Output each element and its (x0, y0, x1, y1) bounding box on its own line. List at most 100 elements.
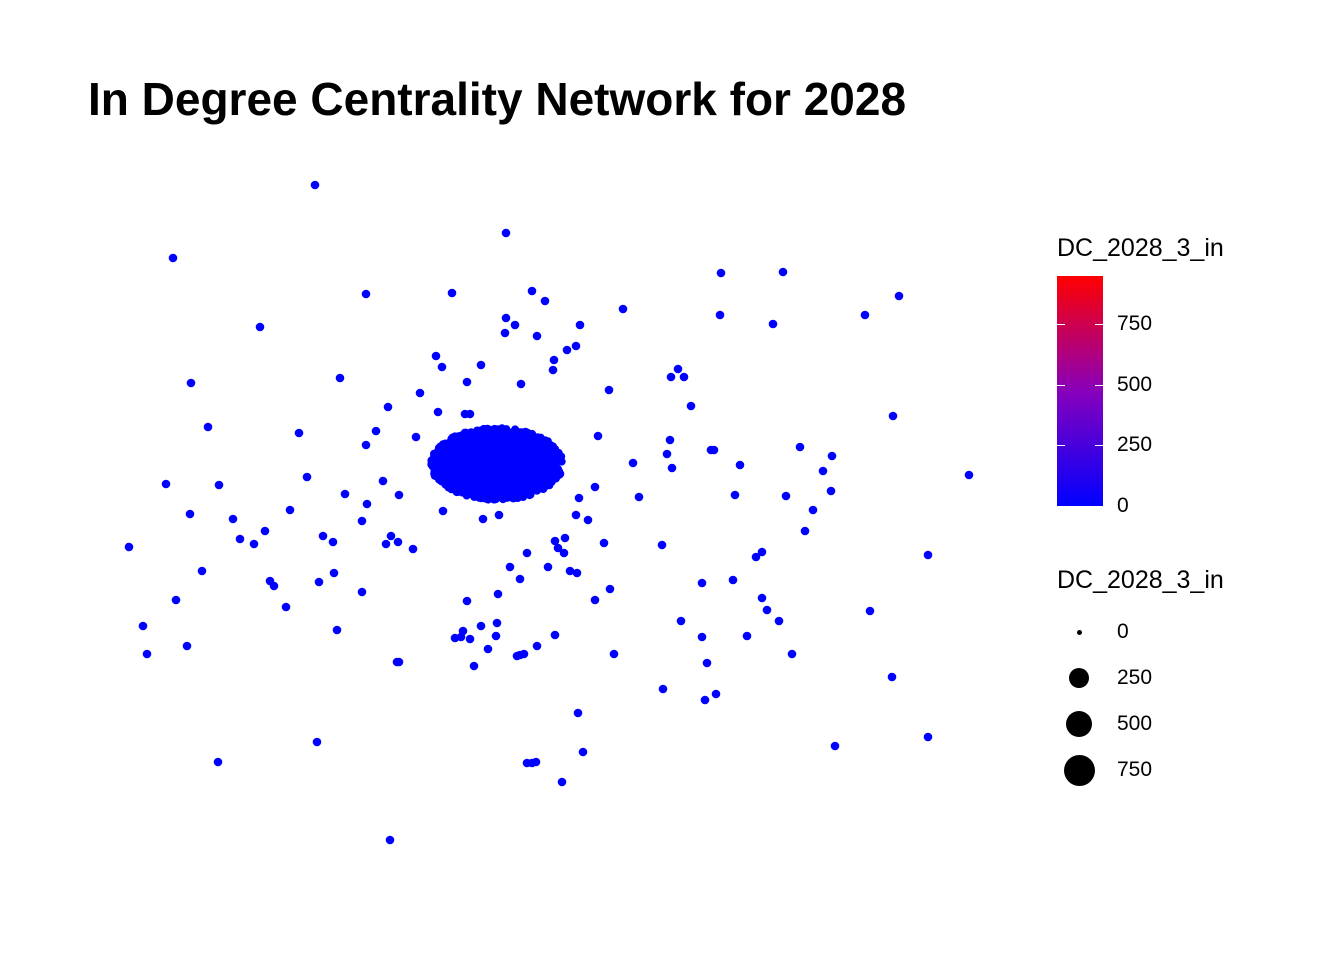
network-node (493, 589, 503, 599)
network-node (474, 491, 483, 500)
network-node (501, 228, 511, 238)
network-node (711, 689, 721, 699)
network-node (757, 593, 767, 603)
network-node (800, 526, 810, 536)
network-node (609, 649, 619, 659)
color-legend-tick (1095, 506, 1103, 507)
network-node (463, 452, 472, 461)
size-legend-dot (1063, 754, 1095, 786)
network-node (478, 459, 487, 468)
network-node (493, 425, 502, 434)
color-legend-label: 0 (1117, 494, 1129, 517)
network-node (329, 568, 339, 578)
network-node (408, 544, 418, 554)
network-node (894, 291, 904, 301)
network-node (378, 476, 388, 486)
network-node (686, 401, 696, 411)
network-node (667, 463, 677, 473)
network-node (439, 440, 447, 449)
network-node (730, 490, 740, 500)
network-node (302, 472, 312, 482)
network-node (381, 539, 391, 549)
network-node (499, 475, 508, 484)
network-node (447, 480, 456, 489)
network-node (516, 428, 525, 437)
network-node (504, 440, 513, 449)
network-node (501, 450, 510, 459)
network-node (466, 477, 475, 485)
network-node (715, 310, 725, 320)
network-node (827, 451, 837, 461)
network-node (538, 476, 547, 485)
network-node (479, 442, 488, 451)
network-node (485, 459, 494, 468)
network-node (392, 657, 402, 667)
network-node (513, 461, 522, 469)
color-legend-tick (1095, 324, 1103, 326)
network-node (235, 534, 245, 544)
network-node (468, 442, 477, 451)
network-node (432, 464, 441, 473)
network-node (182, 641, 192, 651)
network-node (657, 540, 667, 550)
network-node (666, 372, 676, 382)
network-node (285, 505, 295, 515)
network-node (464, 487, 473, 496)
network-node (415, 388, 425, 398)
network-node (550, 630, 560, 640)
network-node (456, 448, 465, 457)
network-node (604, 385, 614, 395)
network-node (361, 289, 371, 299)
network-node (455, 483, 464, 492)
network-node (728, 575, 738, 585)
network-node (500, 328, 510, 338)
network-node (520, 458, 529, 467)
network-node (318, 531, 328, 541)
network-node (431, 351, 441, 361)
network-node (451, 432, 459, 441)
network-node (510, 429, 519, 438)
color-legend-tick (1057, 324, 1065, 326)
network-node (168, 253, 178, 263)
network-node (583, 515, 593, 525)
network-node (437, 362, 447, 372)
network-node (447, 288, 457, 298)
network-node (735, 460, 745, 470)
network-node (506, 482, 515, 491)
network-node (818, 466, 828, 476)
network-node (450, 633, 460, 643)
network-node (700, 695, 710, 705)
network-node (443, 449, 452, 458)
network-node (138, 621, 148, 631)
network-node (531, 457, 540, 466)
size-legend-label: 750 (1117, 758, 1153, 781)
network-node (532, 641, 542, 651)
network-node (527, 286, 537, 296)
network-node (768, 319, 778, 329)
network-node (469, 661, 479, 671)
network-node (489, 469, 498, 478)
network-node (923, 550, 933, 560)
network-node (494, 510, 504, 520)
network-node (709, 445, 719, 455)
network-plot (124, 180, 974, 845)
network-node (742, 631, 752, 641)
color-legend-tick (1057, 384, 1065, 386)
network-node (185, 509, 195, 519)
network-node (492, 618, 502, 628)
network-node (923, 732, 933, 742)
network-node (599, 538, 609, 548)
network-node (357, 587, 367, 597)
network-node (520, 475, 529, 484)
network-node (483, 468, 492, 477)
network-node (430, 456, 439, 465)
network-node (459, 476, 468, 485)
network-node (865, 606, 875, 616)
network-node (574, 493, 584, 503)
network-node (491, 493, 500, 502)
network-node (571, 510, 581, 520)
network-node (887, 672, 897, 682)
network-node (213, 757, 223, 767)
node-layer (124, 180, 974, 845)
network-node (385, 835, 395, 845)
